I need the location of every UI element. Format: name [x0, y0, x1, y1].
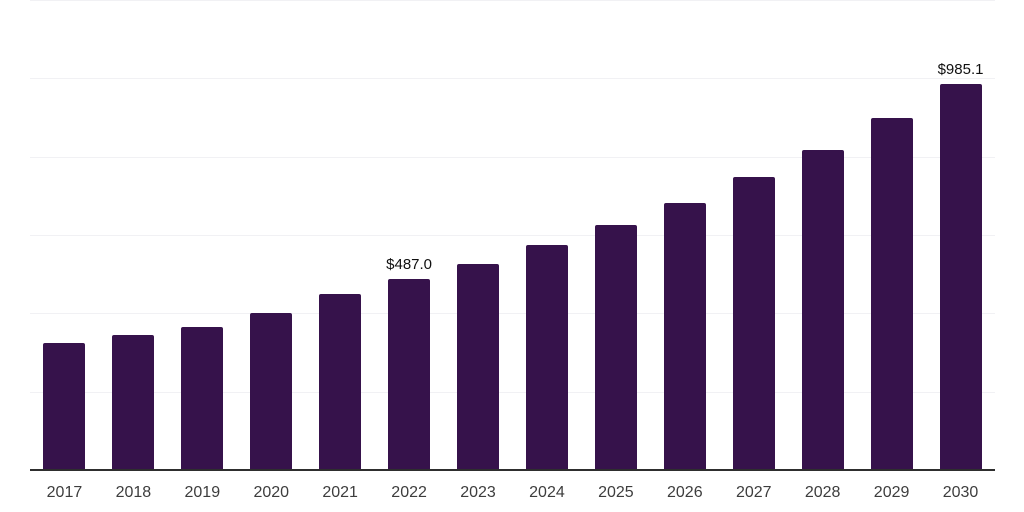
bar-2025 — [594, 224, 637, 470]
x-tick-2030: 2030 — [942, 484, 979, 501]
x-tick-2017: 2017 — [46, 484, 83, 501]
bar-2017 — [43, 342, 86, 470]
x-tick-2023: 2023 — [460, 484, 496, 501]
bar-slot-2028 — [788, 0, 857, 470]
x-axis-labels: 2017 2018 2019 2020 2021 2022 2023 2024 2025 2026… — [30, 482, 995, 506]
x-tick-2019: 2019 — [184, 484, 221, 501]
bar-slot-2017 — [30, 0, 99, 470]
bar-slot-2023 — [444, 0, 513, 470]
gridline-800 — [30, 157, 995, 158]
bar-2020 — [250, 312, 293, 470]
x-tick-2018: 2018 — [115, 484, 152, 501]
bar-2021 — [319, 293, 362, 470]
bar-2030 — [939, 84, 982, 470]
bar-slot-2029 — [857, 0, 926, 470]
x-tick-2020: 2020 — [253, 484, 290, 501]
gridline-1000 — [30, 78, 995, 79]
gridline-600 — [30, 235, 995, 236]
x-tick-2021: 2021 — [322, 484, 358, 501]
bar-slot-2021 — [306, 0, 375, 470]
bar-slot-2019 — [168, 0, 237, 470]
x-tick-2028: 2028 — [804, 484, 841, 501]
bar-slot-2022: $487.0 — [375, 0, 444, 470]
bar-slot-2024 — [513, 0, 582, 470]
x-tick-2027: 2027 — [735, 484, 772, 501]
gridline-400 — [30, 313, 995, 314]
bar-2029 — [870, 118, 913, 470]
bar-2023 — [457, 263, 500, 470]
x-tick-2029: 2029 — [873, 484, 910, 501]
bar-2028 — [801, 150, 844, 470]
bar-2026 — [663, 202, 706, 470]
x-axis-line — [30, 469, 995, 471]
bar-slot-2026 — [650, 0, 719, 470]
gridline-1200 — [30, 0, 995, 1]
bar-2024 — [525, 244, 568, 470]
x-tick-2022: 2022 — [391, 484, 427, 501]
bar-slot-2030: $985.1 — [926, 0, 995, 470]
bar-slot-2025 — [581, 0, 650, 470]
x-tick-2024: 2024 — [529, 484, 565, 501]
data-label-2022: $487.0 — [386, 256, 433, 274]
bar-2027 — [732, 177, 775, 470]
bar-slot-2020 — [237, 0, 306, 470]
gridline-200 — [30, 392, 995, 393]
bar-2018 — [112, 334, 155, 470]
bar-2022 — [388, 279, 431, 470]
x-tick-2025: 2025 — [598, 484, 634, 501]
x-tick-2026: 2026 — [667, 484, 703, 501]
data-label-2030: $985.1 — [937, 61, 984, 79]
bar-2019 — [181, 326, 224, 470]
bar-slot-2018 — [99, 0, 168, 470]
plot-area: $487.0 $985.1 — [30, 0, 995, 471]
bar-slot-2027 — [719, 0, 788, 470]
